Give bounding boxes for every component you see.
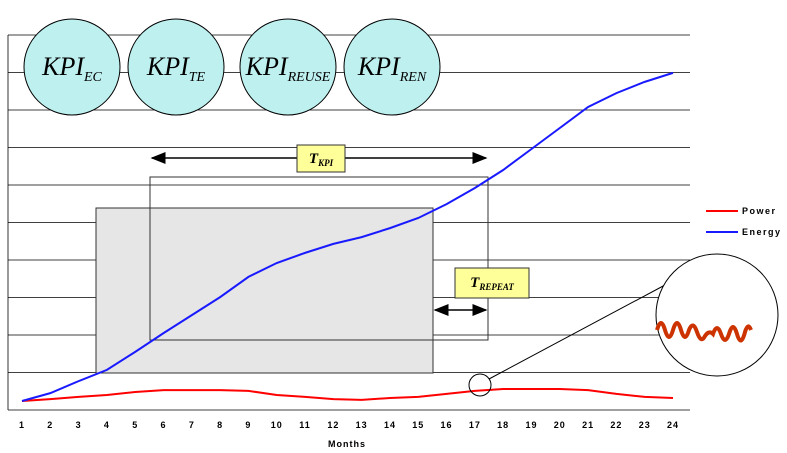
x-tick-label: 6 [161,420,167,430]
kpi-period-label: TKPI [309,151,334,168]
x-tick-label: 17 [469,420,481,430]
zoom-circle [655,253,779,377]
kpi-label: KPIREN [357,52,427,85]
x-tick-label: 21 [582,420,594,430]
kpi-sub: TE [189,70,206,85]
legend [700,203,787,241]
kpi-sub: REN [399,70,427,85]
x-axis-label: Months [328,439,366,449]
kpi-label: KPIEC [41,52,102,85]
x-tick-label: 12 [327,420,339,430]
legend-label: Energy [742,227,782,237]
x-tick-label: 1 [19,420,25,430]
x-tick-label: 16 [441,420,453,430]
kpi-circle [127,18,225,116]
kpi-circle [23,18,121,116]
period-sub: KPI [317,158,334,168]
series-line [21,71,674,402]
kpi-text: KPI [146,52,190,81]
period-text: T [470,275,480,291]
x-tick-label: 7 [189,420,195,430]
kpi-sub: REUSE [287,70,331,85]
x-tick-label: 11 [299,420,311,430]
x-tick-label: 22 [610,420,622,430]
x-tick-label: 18 [497,420,509,430]
zoom-line [488,284,666,380]
period-text: T [309,151,319,167]
kpi-period-box [296,144,346,173]
x-tick-label: 24 [667,420,679,430]
x-tick-label: 23 [639,420,651,430]
kpi-sub: EC [83,70,103,85]
x-tick-label: 15 [412,420,424,430]
kpi-label: KPIREUSE [245,52,331,85]
gray-box [95,207,434,374]
x-tick-label: 13 [356,420,368,430]
legend-label: Power [742,206,777,216]
x-tick-label: 9 [245,420,251,430]
kpi-text: KPI [41,52,85,81]
x-tick-label: 4 [104,420,110,430]
series-line [21,388,674,402]
kpi-label: KPITE [146,52,206,85]
x-tick-label: 8 [217,420,223,430]
kpi-circle [239,18,337,116]
repeat-period-label: TREPEAT [470,275,514,292]
x-tick-label: 14 [384,420,396,430]
x-tick-label: 2 [47,420,53,430]
zoom-spot [468,373,492,397]
period-sub: REPEAT [478,282,514,292]
x-tick-label: 5 [132,420,138,430]
x-tick-label: 20 [554,420,566,430]
kpi-circle [343,18,441,116]
kpi-text: KPI [245,52,289,81]
kpi-text: KPI [357,52,401,81]
repeat-period-box [454,267,530,299]
x-tick-label: 19 [525,420,537,430]
x-tick-label: 3 [76,420,82,430]
x-tick-label: 10 [271,420,283,430]
period-box [149,176,489,341]
zoom-squiggle [655,321,753,343]
